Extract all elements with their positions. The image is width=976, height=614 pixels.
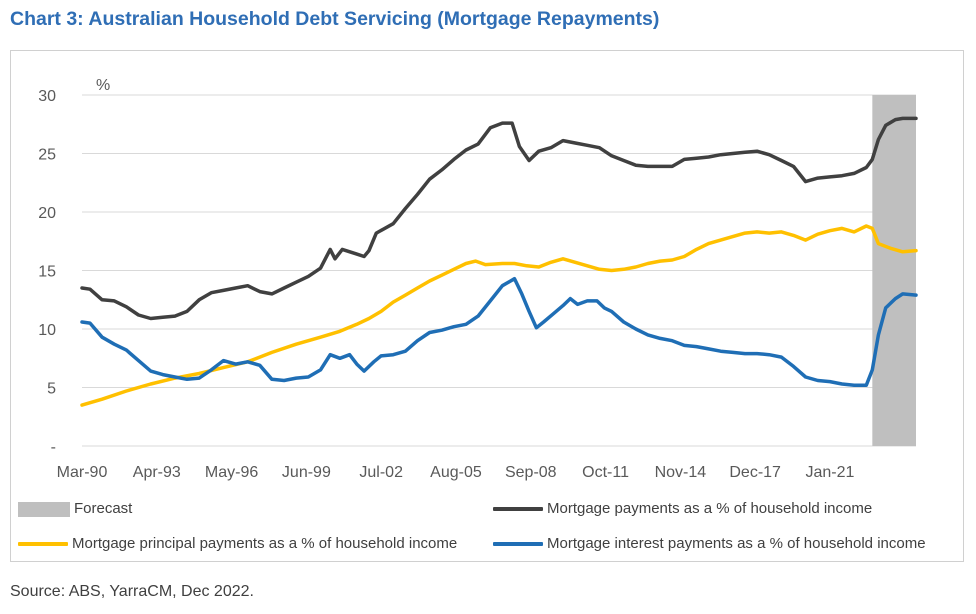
y-axis-label: % — [96, 77, 110, 94]
legend-swatch-forecast — [18, 501, 70, 517]
y-tick-label: 10 — [38, 322, 56, 339]
legend-label-total: Mortgage payments as a % of household in… — [547, 500, 873, 517]
chart-frame — [10, 50, 964, 562]
y-tick-label: 15 — [38, 264, 56, 281]
legend-item-forecast: Forecast — [18, 500, 132, 517]
legend-label-principal: Mortgage principal payments as a % of ho… — [72, 535, 458, 552]
series-line-2 — [80, 224, 918, 407]
x-tick-label: Apr-93 — [133, 464, 181, 481]
y-tick-label: - — [51, 439, 56, 456]
legend-label-interest: Mortgage interest payments as a % of hou… — [547, 535, 926, 552]
source-note: Source: ABS, YarraCM, Dec 2022. — [10, 583, 254, 600]
x-tick-label: Oct-11 — [582, 464, 629, 481]
chart-title: Chart 3: Australian Household Debt Servi… — [10, 8, 660, 30]
legend-item-total: Mortgage payments as a % of household in… — [493, 500, 872, 517]
legend-label-forecast: Forecast — [74, 500, 133, 517]
y-tick-label: 20 — [38, 205, 56, 222]
legend-item-principal: Mortgage principal payments as a % of ho… — [18, 535, 457, 552]
series-line-1 — [80, 116, 918, 321]
legend-swatch-total — [493, 507, 543, 512]
x-tick-label: Dec-17 — [729, 464, 781, 481]
forecast-band — [872, 95, 916, 446]
x-tick-label: Jan-21 — [806, 464, 855, 481]
x-tick-label: May-96 — [205, 464, 258, 481]
x-tick-label: Nov-14 — [655, 464, 707, 481]
legend-item-interest: Mortgage interest payments as a % of hou… — [493, 535, 926, 552]
y-tick-label: 5 — [47, 381, 56, 398]
y-tick-label: 25 — [38, 147, 56, 164]
x-tick-label: Aug-05 — [430, 464, 482, 481]
x-tick-label: Jul-02 — [359, 464, 403, 481]
series-line-3 — [80, 276, 918, 387]
x-tick-label: Jun-99 — [282, 464, 331, 481]
legend-swatch-interest — [493, 542, 543, 547]
x-tick-label: Mar-90 — [57, 464, 108, 481]
x-tick-label: Sep-08 — [505, 464, 557, 481]
y-tick-label: 30 — [38, 88, 56, 105]
legend-swatch-principal — [18, 542, 68, 547]
